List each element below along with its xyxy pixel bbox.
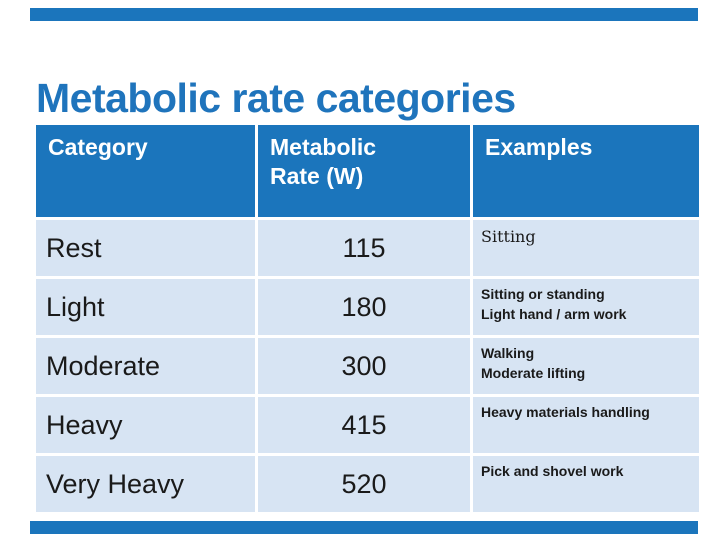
table-header-row: Category Metabolic Rate (W) Examples bbox=[36, 125, 699, 217]
examples-cell: Heavy materials handling bbox=[473, 397, 699, 453]
table-row: Rest 115 Sitting bbox=[36, 220, 699, 276]
examples-cell: Sitting bbox=[473, 220, 699, 276]
rate-cell: 115 bbox=[258, 220, 470, 276]
example-line: Light hand / arm work bbox=[481, 305, 627, 322]
examples-cell: Walking Moderate lifting bbox=[473, 338, 699, 394]
rate-cell: 520 bbox=[258, 456, 470, 512]
example-line: Moderate lifting bbox=[481, 364, 586, 381]
category-cell: Heavy bbox=[36, 397, 255, 453]
example-line: Heavy materials handling bbox=[481, 404, 650, 420]
bottom-accent-bar bbox=[30, 521, 698, 534]
slide-title: Metabolic rate categories bbox=[36, 75, 516, 122]
rate-cell: 415 bbox=[258, 397, 470, 453]
table-row: Moderate 300 Walking Moderate lifting bbox=[36, 338, 699, 394]
table-row: Heavy 415 Heavy materials handling bbox=[36, 397, 699, 453]
examples-cell: Pick and shovel work bbox=[473, 456, 699, 512]
examples-cell: Sitting or standing Light hand / arm wor… bbox=[473, 279, 699, 335]
category-cell: Rest bbox=[36, 220, 255, 276]
example-line: Pick and shovel work bbox=[481, 463, 624, 479]
header-cell-examples: Examples bbox=[473, 125, 699, 217]
category-cell: Moderate bbox=[36, 338, 255, 394]
header-cell-metabolic-rate: Metabolic Rate (W) bbox=[258, 125, 470, 217]
table-row: Light 180 Sitting or standing Light hand… bbox=[36, 279, 699, 335]
metabolic-rate-table: Category Metabolic Rate (W) Examples Res… bbox=[36, 125, 699, 515]
category-cell: Very Heavy bbox=[36, 456, 255, 512]
category-cell: Light bbox=[36, 279, 255, 335]
example-line: Walking bbox=[481, 345, 535, 361]
top-accent-bar bbox=[30, 8, 698, 21]
example-line: Sitting bbox=[481, 227, 536, 246]
header-cell-category: Category bbox=[36, 125, 255, 217]
table-row: Very Heavy 520 Pick and shovel work bbox=[36, 456, 699, 512]
example-line: Sitting or standing bbox=[481, 286, 605, 302]
rate-cell: 180 bbox=[258, 279, 470, 335]
rate-cell: 300 bbox=[258, 338, 470, 394]
